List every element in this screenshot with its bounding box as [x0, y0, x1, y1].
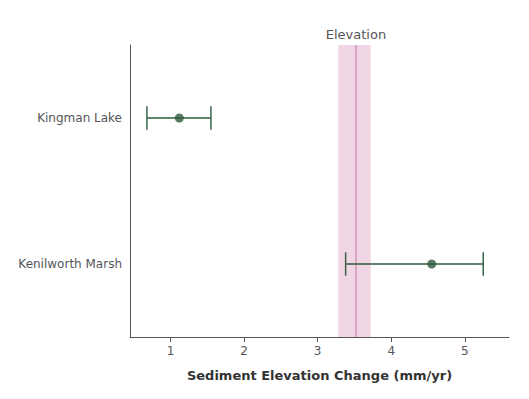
svg-text:4: 4	[387, 344, 395, 358]
svg-text:2: 2	[240, 344, 248, 358]
svg-text:Elevation: Elevation	[326, 27, 386, 42]
svg-text:3: 3	[314, 344, 322, 358]
svg-text:Kenilworth Marsh: Kenilworth Marsh	[18, 257, 122, 271]
svg-text:5: 5	[461, 344, 469, 358]
svg-text:1: 1	[167, 344, 175, 358]
svg-text:Kingman Lake: Kingman Lake	[37, 111, 122, 125]
svg-text:Sediment Elevation Change (mm/: Sediment Elevation Change (mm/yr)	[187, 368, 452, 383]
